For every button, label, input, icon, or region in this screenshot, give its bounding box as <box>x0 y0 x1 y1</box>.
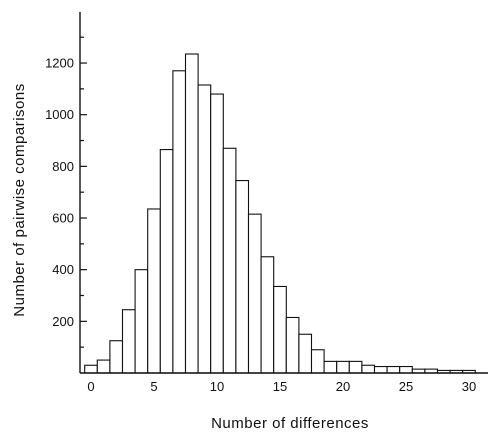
y-tick-label: 1000 <box>45 107 74 122</box>
histogram-bar <box>273 285 287 374</box>
y-ticks-group: 200 400 600 800 1000 1200 <box>45 36 87 348</box>
histogram-bar <box>323 360 338 374</box>
x-tick-label: 30 <box>462 379 476 394</box>
histogram-bar <box>184 53 199 374</box>
y-tick-label: 1200 <box>45 56 74 71</box>
y-tick-label: 600 <box>52 211 74 226</box>
histogram-bar <box>96 359 111 374</box>
bars-group <box>84 53 476 374</box>
x-tick-label: 15 <box>273 379 287 394</box>
histogram-bar <box>172 70 187 374</box>
histogram-bar <box>373 365 388 374</box>
x-tick-label: 0 <box>87 379 94 394</box>
histogram-bar <box>361 364 376 374</box>
histogram-bar <box>247 213 262 374</box>
x-axis-title: Number of differences <box>211 415 369 432</box>
histogram-bar <box>84 364 98 374</box>
histogram-bar <box>210 93 224 374</box>
histogram-bar <box>260 256 275 374</box>
x-tick-label: 10 <box>210 379 224 394</box>
histogram-bar <box>386 365 401 374</box>
x-ticks-group: 0 5 10 15 20 25 30 <box>87 379 476 394</box>
histogram-bar <box>159 149 174 374</box>
histogram-bar <box>147 208 161 374</box>
x-tick-label: 5 <box>150 379 157 394</box>
histogram-bar <box>348 360 363 374</box>
histogram-bar <box>222 147 237 374</box>
x-tick-label: 25 <box>399 379 413 394</box>
histogram-bar <box>399 365 413 374</box>
x-tick-label: 20 <box>336 379 350 394</box>
histogram-bar <box>235 180 250 374</box>
histogram-bar <box>285 316 300 374</box>
y-tick-label: 200 <box>52 314 74 329</box>
histogram-bar <box>134 269 149 374</box>
y-axis-title: Number of pairwise comparisons <box>11 83 28 316</box>
histogram-bar <box>298 333 313 374</box>
histogram-bar <box>121 309 136 374</box>
histogram-bar <box>336 360 350 374</box>
y-tick-label: 400 <box>52 262 74 277</box>
histogram-bar <box>197 84 212 374</box>
y-tick-label: 800 <box>52 159 74 174</box>
histogram-bar <box>109 340 124 374</box>
histogram-bar <box>310 349 325 374</box>
